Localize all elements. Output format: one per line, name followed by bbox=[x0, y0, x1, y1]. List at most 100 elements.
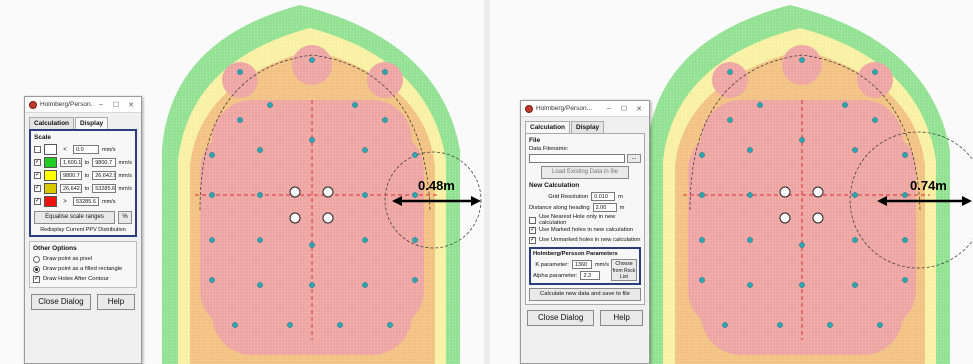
scale-color-swatch[interactable] bbox=[44, 144, 57, 155]
scale-group: Scale <0.0mm/s✓1,600.10to9800.7mm/s✓9800… bbox=[29, 129, 137, 237]
browse-button[interactable]: ... bbox=[627, 154, 641, 163]
dialog-titlebar[interactable]: Holmberg/Person... – ☐ ✕ bbox=[25, 97, 141, 113]
blast-hole-icon bbox=[232, 322, 238, 328]
blast-hole-icon bbox=[309, 242, 315, 248]
blast-hole-icon bbox=[309, 137, 315, 143]
tab-calculation[interactable]: Calculation bbox=[29, 117, 75, 129]
option-draw-rectangle[interactable]: Draw point as a filled rectangle bbox=[33, 264, 133, 274]
scale-to-input[interactable]: 9800.7 bbox=[92, 158, 116, 167]
blast-hole-icon bbox=[799, 137, 805, 143]
scale-color-swatch[interactable] bbox=[44, 170, 57, 181]
k-parameter-input[interactable]: 1360 bbox=[571, 260, 592, 269]
scale-unit: mm/s bbox=[118, 185, 132, 192]
option-marked-holes[interactable]: ✓ Use Marked holes in new calculation bbox=[529, 225, 641, 235]
help-button[interactable]: Help bbox=[96, 294, 135, 310]
ppv-contour-plot-left: 0.48m bbox=[140, 0, 484, 364]
blast-hole-icon bbox=[257, 237, 263, 243]
scale-row-checkbox[interactable]: ✓ bbox=[34, 159, 41, 166]
option-unmarked-holes[interactable]: ✓ Use Unmarked holes in new calculation bbox=[529, 235, 641, 245]
minimize-icon[interactable]: – bbox=[99, 101, 103, 108]
radio-draw-pixel[interactable] bbox=[33, 255, 40, 263]
percent-button[interactable]: % bbox=[118, 211, 132, 224]
scale-from-input[interactable]: 26,642.92 bbox=[60, 184, 82, 193]
option-nearest-hole[interactable]: Use Nearest Hole only in new calculation bbox=[529, 214, 641, 226]
load-existing-button[interactable]: Load Existing Data in file bbox=[541, 166, 629, 179]
distance-input[interactable]: 2.00 bbox=[592, 203, 617, 212]
blast-hole-icon bbox=[699, 192, 705, 198]
checkbox-draw-holes-after[interactable]: ✓ bbox=[33, 275, 40, 283]
scale-operator: < bbox=[63, 146, 67, 153]
scale-row-checkbox[interactable]: ✓ bbox=[34, 198, 41, 205]
option-draw-holes-after[interactable]: ✓ Draw Holes After Contour bbox=[33, 274, 133, 284]
blast-hole-icon bbox=[257, 147, 263, 153]
blast-hole-icon bbox=[287, 322, 293, 328]
calculate-save-button[interactable]: Calculate new data and save to file bbox=[529, 288, 641, 301]
close-icon[interactable]: ✕ bbox=[128, 101, 134, 109]
scale-row-checkbox[interactable]: ✓ bbox=[34, 172, 41, 179]
blast-hole-icon bbox=[309, 57, 315, 63]
choose-rock-button[interactable]: Choose from Rock List bbox=[611, 259, 637, 281]
blast-hole-icon bbox=[412, 192, 418, 198]
redisplay-link[interactable]: Redisplay Current PPV Distribution bbox=[40, 227, 126, 233]
scale-from-input[interactable]: 1,600.10 bbox=[60, 158, 82, 167]
distance-unit: m bbox=[619, 204, 625, 211]
blast-hole-icon bbox=[382, 69, 388, 75]
params-label: Holmberg/Persson Parameters bbox=[533, 251, 618, 257]
file-label: File bbox=[529, 137, 541, 144]
measurement-label-left: 0.48m bbox=[418, 178, 455, 193]
data-filename-input[interactable] bbox=[529, 154, 625, 163]
maximize-icon[interactable]: ☐ bbox=[112, 101, 120, 109]
left-screenshot: 0.48m Holmberg/Person... – ☐ ✕ Calculati… bbox=[0, 0, 484, 364]
maximize-icon[interactable]: ☐ bbox=[620, 105, 628, 113]
blast-hole-icon bbox=[237, 69, 243, 75]
dialog-tabs: Calculation Display bbox=[521, 117, 649, 133]
minimize-icon[interactable]: – bbox=[607, 105, 611, 112]
blast-hole-icon bbox=[352, 102, 358, 108]
scale-color-swatch[interactable] bbox=[44, 196, 57, 207]
scale-to-input[interactable]: 26,642.92 bbox=[92, 171, 116, 180]
checkbox-marked-holes[interactable]: ✓ bbox=[529, 226, 536, 234]
tab-calculation[interactable]: Calculation bbox=[525, 121, 571, 133]
scale-row-checkbox[interactable] bbox=[34, 146, 41, 153]
option-draw-pixel[interactable]: Draw point as pixel bbox=[33, 254, 133, 264]
blast-hole-icon bbox=[757, 102, 763, 108]
scale-color-swatch[interactable] bbox=[44, 183, 57, 194]
help-button[interactable]: Help bbox=[600, 310, 643, 326]
app-icon bbox=[525, 104, 533, 113]
scale-from-input[interactable]: 53285.6 bbox=[73, 197, 99, 206]
blast-hole-icon bbox=[872, 69, 878, 75]
holmberg-dialog-left: Holmberg/Person... – ☐ ✕ Calculation Dis… bbox=[24, 96, 142, 364]
right-screenshot: 0.74m Holmberg/Person... – ☐ ✕ Calculati… bbox=[490, 0, 973, 364]
blast-hole-icon bbox=[852, 147, 858, 153]
dialog-footer: Close Dialog Help bbox=[521, 305, 649, 331]
scale-from-input[interactable]: 9800.7 bbox=[60, 171, 82, 180]
scale-label: Scale bbox=[34, 134, 51, 141]
checkbox-unmarked-holes[interactable]: ✓ bbox=[529, 236, 536, 244]
tab-display[interactable]: Display bbox=[571, 121, 605, 133]
radio-draw-rectangle[interactable] bbox=[33, 265, 40, 273]
calculation-tab-body: File Data Filename: ... Load Existing Da… bbox=[525, 133, 645, 305]
tab-display[interactable]: Display bbox=[75, 117, 109, 129]
blast-hole-icon bbox=[412, 152, 418, 158]
close-dialog-button[interactable]: Close Dialog bbox=[527, 310, 595, 326]
blast-hole-icon bbox=[387, 322, 393, 328]
scale-to-word: to bbox=[84, 159, 90, 166]
blast-hole-icon bbox=[209, 237, 215, 243]
dialog-titlebar[interactable]: Holmberg/Person... – ☐ ✕ bbox=[521, 101, 649, 117]
scale-from-input[interactable]: 0.0 bbox=[73, 145, 99, 154]
checkbox-nearest-hole[interactable] bbox=[529, 216, 536, 224]
scale-to-input[interactable]: 53285.6 bbox=[92, 184, 116, 193]
close-icon[interactable]: ✕ bbox=[636, 105, 642, 113]
close-dialog-button[interactable]: Close Dialog bbox=[31, 294, 91, 310]
panel-separator bbox=[484, 0, 490, 364]
blast-hole-icon bbox=[209, 152, 215, 158]
grid-resolution-input[interactable]: 0.010 bbox=[591, 192, 616, 201]
scale-unit: mm/s bbox=[118, 159, 132, 166]
blast-hole-icon bbox=[747, 237, 753, 243]
scale-color-swatch[interactable] bbox=[44, 157, 57, 168]
alpha-parameter-input[interactable]: 2.3 bbox=[580, 271, 601, 280]
equalise-scale-button[interactable]: Equalise scale ranges bbox=[34, 211, 115, 224]
measurement-label-right: 0.74m bbox=[910, 178, 947, 193]
scale-row-checkbox[interactable]: ✓ bbox=[34, 185, 41, 192]
blast-hole-icon bbox=[852, 282, 858, 288]
